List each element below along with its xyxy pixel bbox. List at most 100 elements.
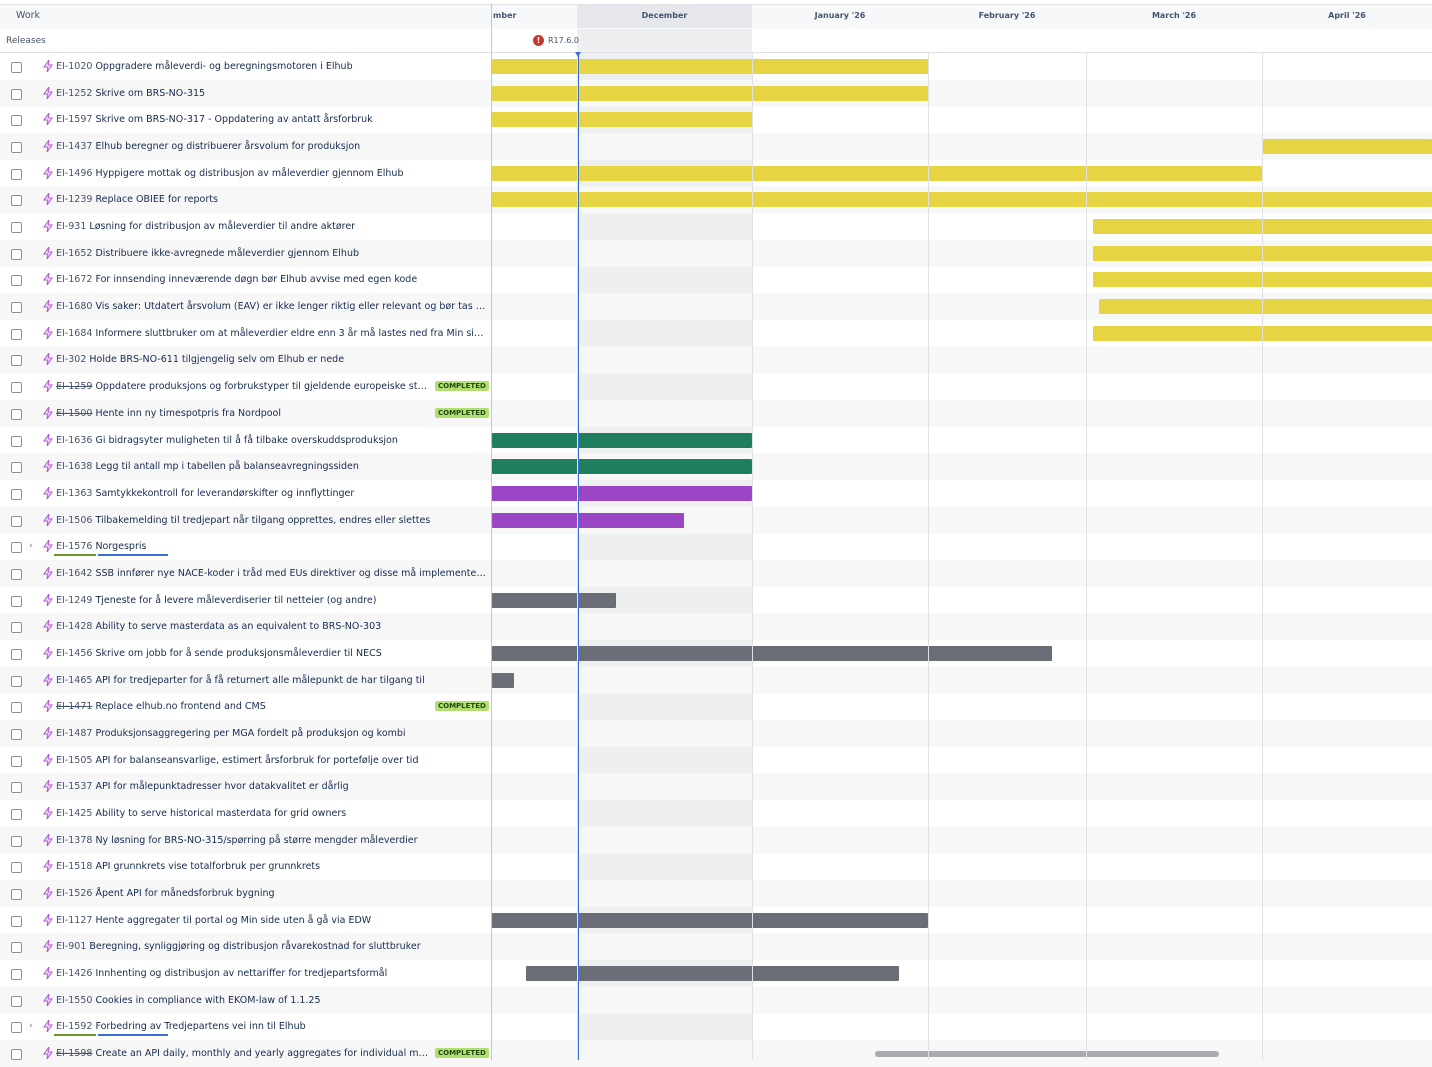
issue-title[interactable]: Elhub beregner og distribuerer årsvolum …: [95, 141, 361, 153]
checkbox[interactable]: [11, 488, 22, 500]
issue-text[interactable]: EI-1465 API for tredjeparter for å få re…: [56, 667, 488, 694]
issue-text[interactable]: EI-1456 Skrive om jobb for å sende produ…: [56, 640, 488, 667]
checkbox[interactable]: [11, 862, 22, 874]
checkbox[interactable]: [11, 702, 22, 714]
issue-text[interactable]: EI-1471 Replace elhub.no frontend and CM…: [56, 693, 432, 720]
checkbox[interactable]: [11, 835, 22, 847]
issue-title[interactable]: Oppdatere produksjons og forbrukstyper t…: [95, 381, 432, 393]
checkbox[interactable]: [11, 915, 22, 927]
issue-key[interactable]: EI-1526: [56, 888, 93, 900]
issue-title[interactable]: API for tredjeparter for å få returnert …: [95, 674, 425, 686]
checkbox[interactable]: [11, 568, 22, 580]
issue-title[interactable]: Distribuere ikke-avregnede måleverdier g…: [95, 247, 359, 259]
issue-title[interactable]: Skrive om BRS-NO-315: [95, 87, 206, 99]
timeline-bar[interactable]: [492, 645, 1052, 661]
issue-text[interactable]: EI-1252 Skrive om BRS-NO-315: [56, 80, 488, 107]
issue-title[interactable]: Tjeneste for å levere måleverdiserier ti…: [95, 594, 377, 606]
timeline-bar[interactable]: [492, 59, 928, 74]
issue-title[interactable]: API for målepunktadresser hvor datakvali…: [95, 781, 349, 793]
checkbox[interactable]: [11, 622, 22, 634]
checkbox[interactable]: [11, 809, 22, 821]
issue-key[interactable]: EI-1249: [56, 594, 93, 606]
checkbox[interactable]: [11, 62, 22, 73]
checkbox[interactable]: [11, 729, 22, 740]
issue-key[interactable]: EI-1465: [56, 674, 93, 686]
issue-key[interactable]: EI-1672: [56, 274, 93, 286]
release-icon[interactable]: !: [533, 35, 544, 46]
checkbox[interactable]: [11, 1049, 22, 1061]
issue-text[interactable]: EI-1598 Create an API daily, monthly and…: [56, 1040, 432, 1067]
issue-key[interactable]: EI-1550: [56, 994, 93, 1006]
issue-text[interactable]: EI-1127 Hente aggregater til portal og M…: [56, 907, 488, 934]
issue-text[interactable]: EI-1378 Ny løsning for BRS-NO-315/spørri…: [56, 827, 488, 854]
issue-key[interactable]: EI-901: [56, 941, 87, 953]
issue-key[interactable]: EI-1020: [56, 61, 93, 72]
issue-key[interactable]: EI-1652: [56, 247, 93, 259]
issue-key[interactable]: EI-1500: [56, 407, 93, 419]
issue-text[interactable]: EI-1636 Gi bidragsyter muligheten til å …: [56, 427, 488, 454]
checkbox[interactable]: [11, 355, 22, 367]
issue-title[interactable]: For innsending inneværende døgn bør Elhu…: [95, 274, 418, 286]
checkbox[interactable]: [11, 88, 22, 100]
issue-title[interactable]: Innhenting og distribusjon av nettariffe…: [95, 968, 388, 980]
issue-text[interactable]: EI-931 Løsning for distribusjon av målev…: [56, 213, 488, 240]
issue-key[interactable]: EI-1471: [56, 701, 93, 713]
checkbox[interactable]: [11, 248, 22, 260]
issue-title[interactable]: Produksjonsaggregering per MGA fordelt p…: [95, 728, 406, 739]
issue-key[interactable]: EI-1496: [56, 167, 93, 179]
issue-title[interactable]: API grunnkrets vise totalforbruk per gru…: [95, 861, 321, 873]
issue-key[interactable]: EI-1487: [56, 728, 93, 739]
checkbox[interactable]: [11, 408, 22, 420]
issue-text[interactable]: EI-1437 Elhub beregner og distribuerer å…: [56, 133, 488, 160]
issue-title[interactable]: Forbedring av Tredjepartens vei inn til …: [95, 1021, 306, 1033]
timeline-bar[interactable]: [1099, 299, 1432, 315]
issue-key[interactable]: EI-1426: [56, 968, 93, 980]
issue-title[interactable]: Holde BRS-NO-611 tilgjengelig selv om El…: [89, 354, 345, 366]
timeline-bar[interactable]: [492, 85, 928, 101]
issue-text[interactable]: EI-901 Beregning, synliggjøring og distr…: [56, 933, 488, 960]
expand-chevron[interactable]: ›: [29, 1021, 33, 1032]
issue-text[interactable]: EI-1500 Hente inn ny timespotpris fra No…: [56, 400, 432, 427]
timeline-bar[interactable]: [1093, 245, 1432, 261]
checkbox[interactable]: [11, 675, 22, 687]
timeline-bar[interactable]: [492, 165, 1262, 181]
issue-text[interactable]: EI-1680 Vis saker: Utdatert årsvolum (EA…: [56, 293, 488, 320]
checkbox[interactable]: [11, 942, 22, 954]
issue-key[interactable]: EI-1252: [56, 87, 93, 99]
timeline-bar[interactable]: [492, 912, 928, 928]
issue-key[interactable]: EI-1127: [56, 914, 93, 926]
issue-title[interactable]: SSB innfører nye NACE-koder i tråd med E…: [95, 567, 488, 579]
checkbox[interactable]: [11, 969, 22, 981]
timeline-bar[interactable]: [492, 512, 684, 528]
issue-text[interactable]: EI-1259 Oppdatere produksjons og forbruk…: [56, 373, 432, 400]
checkbox[interactable]: [11, 195, 22, 207]
issue-title[interactable]: Ability to serve masterdata as an equiva…: [95, 621, 382, 633]
timeline-bar[interactable]: [492, 459, 752, 475]
issue-key[interactable]: EI-931: [56, 221, 87, 233]
checkbox[interactable]: [11, 995, 22, 1007]
issue-text[interactable]: EI-1642 SSB innfører nye NACE-koder i tr…: [56, 560, 488, 587]
release-label[interactable]: R17.6.0: [548, 36, 580, 45]
checkbox[interactable]: [11, 222, 22, 234]
timeline-bar[interactable]: [492, 592, 616, 608]
issue-text[interactable]: EI-1592 Forbedring av Tredjepartens vei …: [56, 1013, 488, 1040]
issue-text[interactable]: EI-302 Holde BRS-NO-611 tilgjengelig sel…: [56, 346, 488, 373]
checkbox[interactable]: [11, 542, 22, 554]
issue-text[interactable]: EI-1496 Hyppigere mottak og distribusjon…: [56, 160, 488, 187]
issue-title[interactable]: Replace OBIEE for reports: [95, 194, 218, 206]
issue-title[interactable]: Oppgradere måleverdi- og beregningsmotor…: [95, 61, 353, 72]
issue-text[interactable]: EI-1505 API for balanseansvarlige, estim…: [56, 747, 488, 774]
issue-key[interactable]: EI-1638: [56, 461, 93, 473]
issue-text[interactable]: EI-1526 Åpent API for månedsforbruk bygn…: [56, 880, 488, 907]
checkbox[interactable]: [11, 302, 22, 314]
issue-key[interactable]: EI-1456: [56, 647, 93, 659]
issue-key[interactable]: EI-1506: [56, 514, 93, 526]
issue-title[interactable]: API for balanseansvarlige, estimert årsf…: [95, 754, 419, 766]
issue-key[interactable]: EI-1239: [56, 194, 93, 206]
issue-text[interactable]: EI-1249 Tjeneste for å levere måleverdis…: [56, 587, 488, 614]
issue-title[interactable]: Hente inn ny timespotpris fra Nordpool: [95, 407, 282, 419]
issue-text[interactable]: EI-1425 Ability to serve historical mast…: [56, 800, 488, 827]
issue-text[interactable]: EI-1020 Oppgradere måleverdi- og beregni…: [56, 53, 488, 80]
issue-title[interactable]: Åpent API for månedsforbruk bygning: [95, 888, 275, 900]
checkbox[interactable]: [11, 462, 22, 474]
